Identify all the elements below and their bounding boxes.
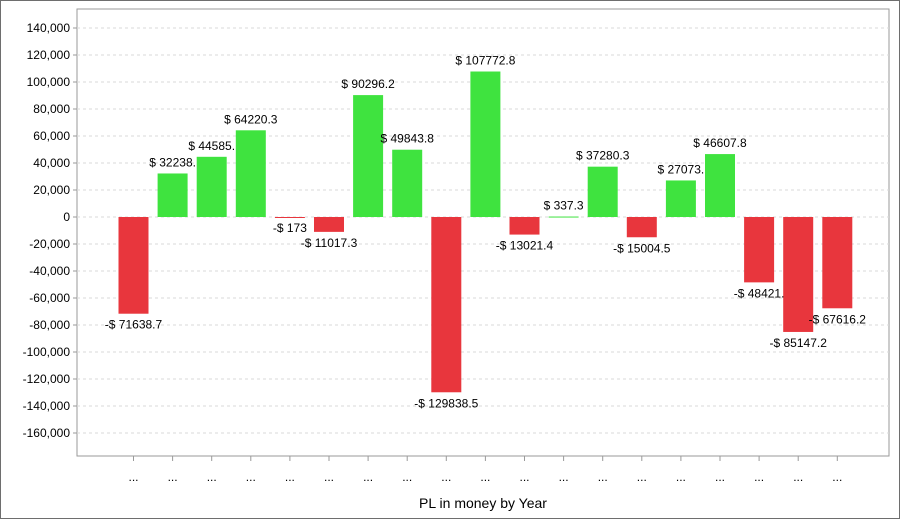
x-axis-ticks: ........................................… bbox=[128, 456, 842, 484]
bar bbox=[431, 217, 462, 393]
y-tick-label: -120,000 bbox=[23, 372, 71, 386]
x-tick-label: ... bbox=[637, 470, 647, 484]
data-labels: -$ 71638.7 $ 32238. $ 44585. $ 64220.3 -$ 17… bbox=[105, 54, 867, 411]
x-tick-label: ... bbox=[480, 470, 490, 484]
y-tick-label: -60,000 bbox=[29, 291, 70, 305]
x-tick-label: ... bbox=[832, 470, 842, 484]
bar-value-label: $ 32238. bbox=[149, 155, 196, 169]
bar-value-label: -$ 15004.5 bbox=[613, 241, 671, 255]
bar-value-label: $ 90296.2 bbox=[341, 77, 395, 91]
bar bbox=[353, 95, 384, 217]
x-tick-label: ... bbox=[793, 470, 803, 484]
bar-value-label: -$ 71638.7 bbox=[105, 318, 163, 332]
bar-value-label: -$ 67616.2 bbox=[809, 312, 867, 326]
bar-value-label: -$ 129838.5 bbox=[414, 396, 478, 410]
y-tick-label: 0 bbox=[63, 210, 70, 224]
y-tick-label: -40,000 bbox=[29, 264, 70, 278]
bar-value-label: $ 44585. bbox=[188, 139, 235, 153]
bar bbox=[196, 156, 227, 217]
x-axis-label: PL in money by Year bbox=[419, 495, 547, 511]
bar bbox=[587, 166, 618, 217]
x-tick-label: ... bbox=[715, 470, 725, 484]
x-tick-label: ... bbox=[207, 470, 217, 484]
bar-value-label: $ 37280.3 bbox=[576, 149, 630, 163]
bar-value-label: $ 64220.3 bbox=[224, 112, 278, 126]
y-tick-label: 60,000 bbox=[33, 129, 70, 143]
y-tick-label: 120,000 bbox=[27, 48, 71, 62]
bar bbox=[118, 217, 149, 314]
bar bbox=[509, 217, 540, 235]
y-tick-label: -160,000 bbox=[23, 426, 71, 440]
x-tick-label: ... bbox=[168, 470, 178, 484]
bar bbox=[470, 71, 501, 218]
bar bbox=[665, 180, 696, 217]
bar-value-label: -$ 13021.4 bbox=[496, 239, 554, 253]
bar-value-label: -$ 85147.2 bbox=[770, 336, 828, 350]
y-tick-label: -100,000 bbox=[23, 345, 71, 359]
x-tick-label: ... bbox=[285, 470, 295, 484]
bar-value-label: $ 46607.8 bbox=[693, 136, 747, 150]
bar bbox=[626, 217, 657, 238]
bar-value-label: $ 49843.8 bbox=[381, 132, 435, 146]
bar bbox=[744, 217, 775, 283]
x-tick-label: ... bbox=[519, 470, 529, 484]
x-tick-label: ... bbox=[402, 470, 412, 484]
x-tick-label: ... bbox=[246, 470, 256, 484]
x-tick-label: ... bbox=[363, 470, 373, 484]
bar bbox=[392, 149, 423, 217]
bar-value-label: $ 27073. bbox=[658, 162, 705, 176]
y-tick-label: -20,000 bbox=[29, 237, 70, 251]
x-tick-label: ... bbox=[676, 470, 686, 484]
bar-value-label: $ 337.3 bbox=[544, 199, 584, 213]
x-tick-label: ... bbox=[559, 470, 569, 484]
bar-value-label: $ 107772.8 bbox=[455, 54, 515, 68]
x-tick-label: ... bbox=[441, 470, 451, 484]
bar bbox=[314, 217, 344, 232]
y-tick-label: -80,000 bbox=[29, 318, 70, 332]
y-tick-label: 40,000 bbox=[33, 156, 70, 170]
x-tick-label: ... bbox=[128, 470, 138, 484]
y-axis-ticks: 140,000 120,000 100,000 80,000 60,000 40,000 2… bbox=[23, 21, 77, 440]
bars bbox=[118, 71, 853, 393]
y-tick-label: 140,000 bbox=[27, 21, 71, 35]
y-tick-label: 100,000 bbox=[27, 75, 71, 89]
bar-value-label: -$ 48421. bbox=[734, 286, 785, 300]
bar bbox=[822, 217, 853, 309]
bar bbox=[157, 173, 188, 217]
bar bbox=[548, 216, 579, 218]
bar bbox=[235, 130, 266, 217]
y-tick-label: 20,000 bbox=[33, 183, 70, 197]
bar bbox=[705, 154, 735, 217]
x-tick-label: ... bbox=[754, 470, 764, 484]
bar bbox=[274, 217, 305, 218]
y-tick-label: -140,000 bbox=[23, 399, 71, 413]
bar bbox=[783, 217, 814, 332]
x-tick-label: ... bbox=[598, 470, 608, 484]
bar-value-label: -$ 11017.3 bbox=[301, 236, 358, 250]
x-tick-label: ... bbox=[324, 470, 334, 484]
y-tick-label: 80,000 bbox=[33, 102, 70, 116]
bar-value-label: -$ 173 bbox=[273, 221, 307, 235]
